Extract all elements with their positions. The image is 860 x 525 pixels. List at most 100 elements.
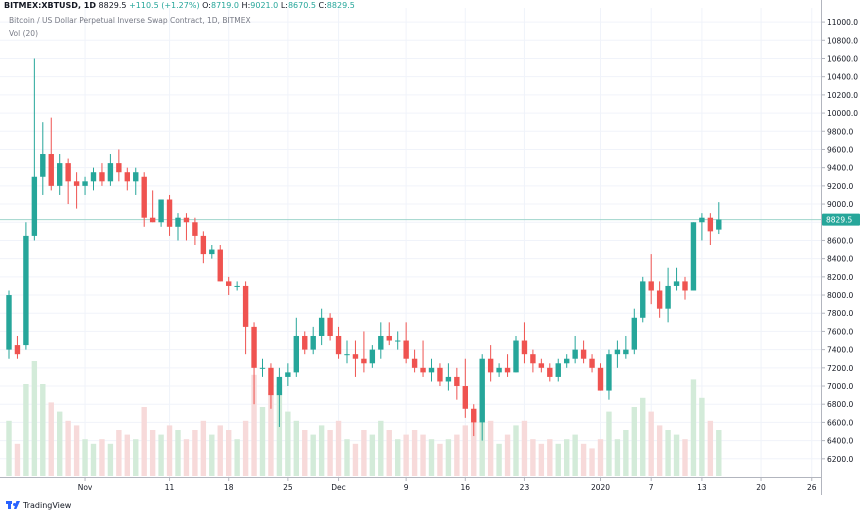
candle[interactable]	[631, 308, 637, 355]
candle[interactable]	[133, 167, 139, 195]
candle[interactable]	[479, 354, 485, 441]
candle[interactable]	[302, 331, 308, 355]
candle[interactable]	[361, 331, 367, 373]
candle[interactable]	[547, 363, 553, 382]
volume-bar	[690, 379, 697, 476]
symbol-label[interactable]: BITMEX:XBTUSD, 1D	[4, 1, 96, 10]
candle[interactable]	[665, 267, 671, 323]
volume-bar	[234, 439, 240, 476]
candle[interactable]	[716, 202, 722, 235]
candle[interactable]	[65, 158, 71, 205]
candle[interactable]	[572, 335, 578, 364]
candle[interactable]	[648, 254, 654, 305]
candle[interactable]	[116, 149, 122, 182]
candle[interactable]	[513, 335, 519, 373]
candle[interactable]	[656, 281, 663, 318]
candle[interactable]	[310, 326, 316, 355]
candle[interactable]	[259, 358, 266, 377]
high-label: H:	[241, 1, 251, 10]
candle[interactable]	[386, 322, 392, 346]
candle[interactable]	[640, 276, 646, 323]
candle[interactable]	[690, 222, 697, 291]
candle[interactable]	[606, 349, 612, 400]
candle[interactable]	[31, 58, 38, 241]
candle[interactable]	[623, 335, 629, 359]
candle[interactable]	[124, 167, 130, 191]
candle[interactable]	[462, 358, 468, 418]
candle[interactable]	[487, 345, 494, 382]
candle[interactable]	[200, 231, 207, 264]
candle[interactable]	[564, 354, 570, 368]
candle-body	[538, 363, 545, 368]
candle[interactable]	[395, 331, 401, 350]
candle[interactable]	[589, 354, 595, 373]
candle[interactable]	[99, 163, 105, 186]
candle[interactable]	[335, 326, 342, 359]
candle[interactable]	[57, 154, 63, 195]
candle[interactable]	[217, 245, 223, 282]
candle[interactable]	[597, 363, 604, 391]
candle[interactable]	[378, 322, 384, 359]
candle[interactable]	[538, 358, 545, 373]
candle[interactable]	[437, 363, 443, 387]
candle[interactable]	[166, 194, 173, 236]
candle[interactable]	[82, 176, 88, 195]
tradingview-logo[interactable]: TradingView	[6, 498, 71, 512]
candle[interactable]	[107, 154, 114, 186]
candle[interactable]	[471, 404, 477, 437]
volume-bar	[335, 420, 342, 476]
candle[interactable]	[327, 313, 333, 341]
volume-bar	[521, 420, 528, 476]
candle[interactable]	[234, 281, 240, 291]
candle[interactable]	[242, 281, 249, 355]
candle[interactable]	[293, 317, 299, 377]
candle[interactable]	[411, 349, 418, 373]
volume-bar	[166, 425, 173, 476]
candle[interactable]	[276, 367, 283, 427]
candle[interactable]	[580, 340, 587, 364]
y-tick-label: 9000.0	[827, 200, 853, 209]
candle[interactable]	[344, 340, 350, 364]
candle[interactable]	[40, 122, 46, 195]
candle[interactable]	[504, 354, 511, 377]
volume-indicator-label[interactable]: Vol (20)	[9, 29, 39, 38]
volume-bar	[310, 434, 316, 476]
candle[interactable]	[209, 245, 215, 259]
candle[interactable]	[192, 217, 198, 245]
volume-bar	[327, 430, 333, 476]
candle[interactable]	[673, 267, 680, 291]
candle[interactable]	[149, 190, 156, 223]
candle[interactable]	[352, 340, 359, 377]
candle[interactable]	[369, 345, 376, 368]
candle[interactable]	[699, 213, 705, 241]
candle[interactable]	[420, 340, 426, 377]
candle[interactable]	[183, 213, 190, 241]
candle[interactable]	[48, 117, 54, 191]
candle[interactable]	[251, 322, 257, 405]
candle[interactable]	[73, 172, 80, 209]
candle[interactable]	[90, 167, 97, 191]
candle[interactable]	[285, 363, 291, 387]
candle[interactable]	[454, 367, 460, 400]
candle[interactable]	[6, 290, 12, 359]
candle[interactable]	[318, 308, 325, 346]
candle[interactable]	[14, 335, 21, 359]
candle[interactable]	[530, 349, 536, 373]
candle-body	[158, 199, 164, 223]
candle[interactable]	[23, 222, 29, 350]
candle[interactable]	[403, 322, 409, 364]
candle[interactable]	[445, 363, 452, 391]
candle[interactable]	[521, 322, 528, 364]
candle[interactable]	[614, 340, 621, 368]
candle[interactable]	[268, 363, 274, 409]
candle[interactable]	[496, 363, 502, 377]
candle[interactable]	[555, 358, 561, 382]
candle[interactable]	[141, 172, 147, 227]
candle[interactable]	[226, 276, 232, 296]
candle[interactable]	[158, 199, 164, 227]
candle[interactable]	[175, 213, 181, 241]
candle[interactable]	[707, 213, 714, 245]
candle[interactable]	[428, 358, 435, 382]
candle[interactable]	[682, 276, 688, 300]
